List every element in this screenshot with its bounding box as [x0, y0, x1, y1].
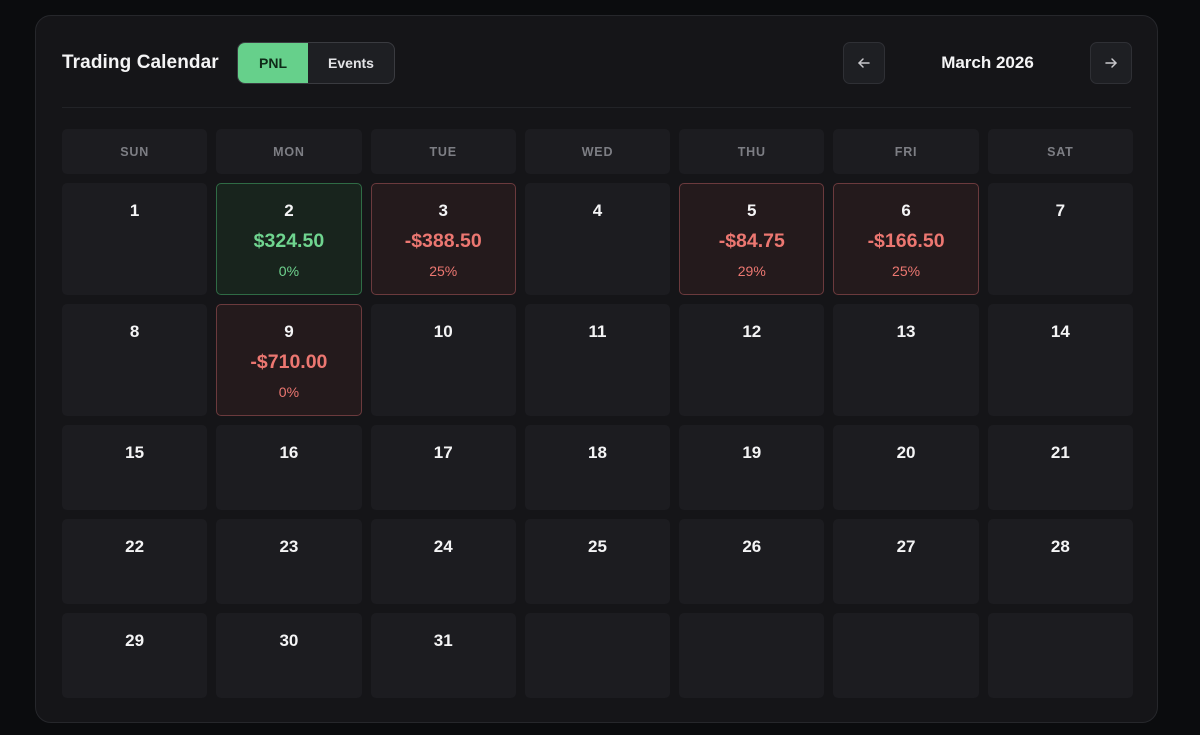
day-cell-24[interactable]: 24: [370, 519, 516, 604]
weekday-wed: WED: [524, 129, 671, 174]
day-pnl-value: $324.50: [253, 230, 325, 252]
weekday-mon: MON: [216, 129, 362, 174]
day-number: 15: [125, 443, 145, 462]
day-cell-14[interactable]: 14: [987, 304, 1133, 416]
day-pnl-percent: 25%: [892, 263, 921, 279]
day-number: 13: [896, 322, 916, 341]
day-cell-17[interactable]: 17: [370, 425, 516, 510]
day-cell-11[interactable]: 11: [524, 304, 671, 416]
day-cell-4[interactable]: 4: [524, 183, 671, 295]
day-number: 25: [588, 537, 607, 556]
day-number: 12: [742, 322, 762, 341]
day-pnl-value: -$166.50: [867, 230, 945, 252]
calendar-header: Trading Calendar PNL Events March 2026: [62, 42, 1132, 86]
day-number: 30: [279, 631, 299, 650]
day-cell-26[interactable]: 26: [679, 519, 825, 604]
weekday-sun: SUN: [62, 129, 208, 174]
day-number: 7: [1055, 201, 1066, 220]
day-number: 28: [1050, 537, 1070, 556]
day-pnl-value: -$710.00: [250, 351, 328, 373]
prev-month-button[interactable]: [843, 42, 885, 84]
day-cell-6[interactable]: 6 -$166.50 25%: [833, 183, 979, 295]
day-cell-16[interactable]: 16: [216, 425, 362, 510]
next-month-button[interactable]: [1090, 42, 1132, 84]
weekday-fri: FRI: [833, 129, 979, 174]
day-cell-23[interactable]: 23: [216, 519, 362, 604]
day-number: 8: [129, 322, 140, 341]
day-number: 14: [1050, 322, 1070, 341]
empty-day-cell: [987, 613, 1133, 698]
day-cell-31[interactable]: 31: [370, 613, 516, 698]
day-number: 10: [433, 322, 453, 341]
day-cell-21[interactable]: 21: [987, 425, 1133, 510]
day-cell-9[interactable]: 9 -$710.00 0%: [216, 304, 362, 416]
trading-calendar-panel: Trading Calendar PNL Events March 2026 S…: [35, 15, 1158, 723]
day-pnl-value: -$84.75: [718, 230, 785, 252]
day-cell-27[interactable]: 27: [833, 519, 979, 604]
day-cell-28[interactable]: 28: [987, 519, 1133, 604]
day-pnl-value: -$388.50: [404, 230, 482, 252]
day-cell-22[interactable]: 22: [62, 519, 208, 604]
day-cell-8[interactable]: 8: [62, 304, 208, 416]
day-pnl-percent: 29%: [737, 263, 766, 279]
day-cell-20[interactable]: 20: [833, 425, 979, 510]
day-number: 27: [896, 537, 916, 556]
day-number: 17: [433, 443, 453, 462]
arrow-right-icon: [1105, 58, 1117, 68]
empty-day-cell: [833, 613, 979, 698]
day-cell-15[interactable]: 15: [62, 425, 208, 510]
day-cell-10[interactable]: 10: [370, 304, 516, 416]
day-cell-7[interactable]: 7: [987, 183, 1133, 295]
day-cell-1[interactable]: 1: [62, 183, 208, 295]
day-number: 4: [592, 201, 603, 220]
empty-day-cell: [524, 613, 671, 698]
weekday-tue: TUE: [370, 129, 516, 174]
day-cell-12[interactable]: 12: [679, 304, 825, 416]
empty-day-cell: [679, 613, 825, 698]
day-cell-13[interactable]: 13: [833, 304, 979, 416]
day-number: 21: [1050, 443, 1070, 462]
day-pnl-percent: 0%: [278, 263, 300, 279]
arrow-left-icon: [858, 58, 870, 68]
month-label: March 2026: [941, 53, 1034, 72]
day-number: 18: [588, 443, 607, 462]
day-number: 31: [433, 631, 453, 650]
header-divider: [62, 107, 1131, 108]
day-pnl-percent: 0%: [278, 384, 300, 400]
day-cell-5[interactable]: 5 -$84.75 29%: [679, 183, 825, 295]
day-number: 20: [896, 443, 916, 462]
day-number: 22: [125, 537, 145, 556]
day-number: 26: [742, 537, 762, 556]
day-cell-25[interactable]: 25: [524, 519, 671, 604]
day-pnl-percent: 25%: [429, 263, 458, 279]
day-cell-3[interactable]: 3 -$388.50 25%: [370, 183, 516, 295]
day-number: 9: [284, 322, 294, 341]
page-title: Trading Calendar: [62, 52, 219, 73]
day-number: 5: [747, 201, 757, 220]
day-number: 23: [279, 537, 299, 556]
day-cell-30[interactable]: 30: [216, 613, 362, 698]
day-number: 3: [438, 201, 448, 220]
view-toggle: PNL Events: [237, 42, 395, 84]
weekday-sat: SAT: [987, 129, 1133, 174]
weekday-thu: THU: [679, 129, 825, 174]
day-number: 16: [279, 443, 299, 462]
day-number: 1: [129, 201, 140, 220]
day-number: 24: [433, 537, 453, 556]
day-cell-19[interactable]: 19: [679, 425, 825, 510]
day-cell-2[interactable]: 2 $324.50 0%: [216, 183, 362, 295]
day-cell-18[interactable]: 18: [524, 425, 671, 510]
day-number: 19: [742, 443, 762, 462]
day-number: 29: [125, 631, 145, 650]
day-number: 11: [588, 322, 607, 341]
toggle-events-button[interactable]: Events: [328, 55, 374, 71]
toggle-pnl-button[interactable]: PNL: [238, 43, 308, 83]
weekday-header-row: SUN MON TUE WED THU FRI SAT: [62, 129, 1133, 174]
day-number: 2: [284, 201, 294, 220]
calendar-grid: 1 2 $324.50 0% 3 -$388.50 25% 4 5 -$84.75 29% 6 -$16…: [62, 183, 1133, 698]
day-number: 6: [901, 201, 911, 220]
day-cell-29[interactable]: 29: [62, 613, 208, 698]
